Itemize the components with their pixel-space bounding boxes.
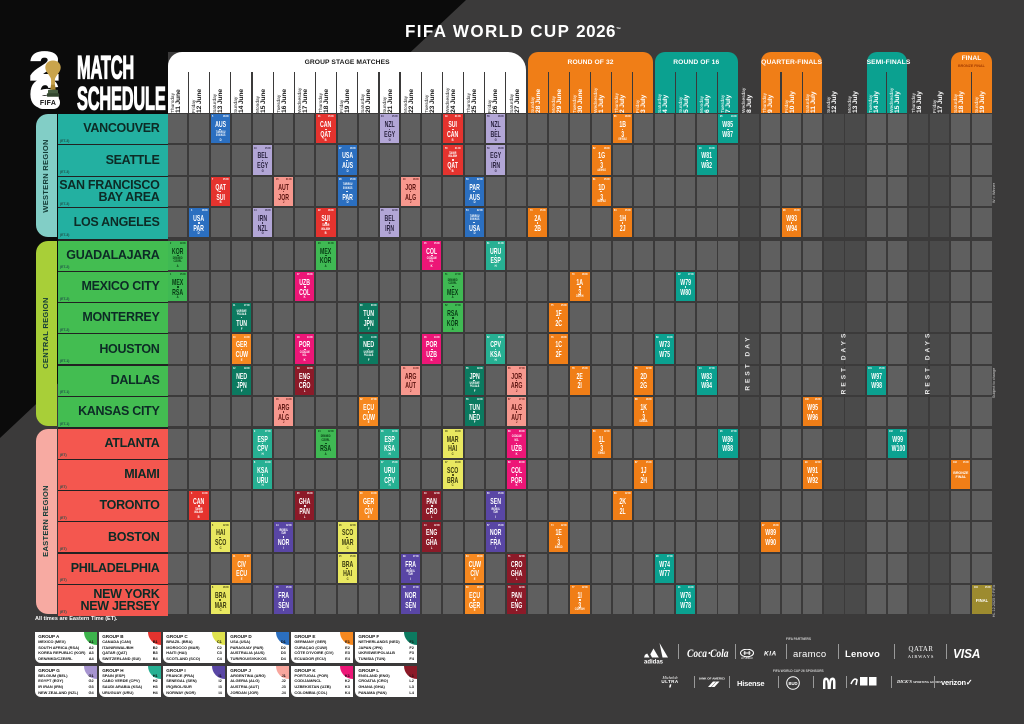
svg-text:KIA: KIA (764, 651, 777, 658)
svg-text:adidas: adidas (644, 660, 664, 665)
svg-text:BUD: BUD (788, 681, 797, 686)
svg-text:BANK OF AMERICA: BANK OF AMERICA (699, 676, 725, 680)
svg-text:HYUNDAI: HYUNDAI (741, 656, 753, 659)
